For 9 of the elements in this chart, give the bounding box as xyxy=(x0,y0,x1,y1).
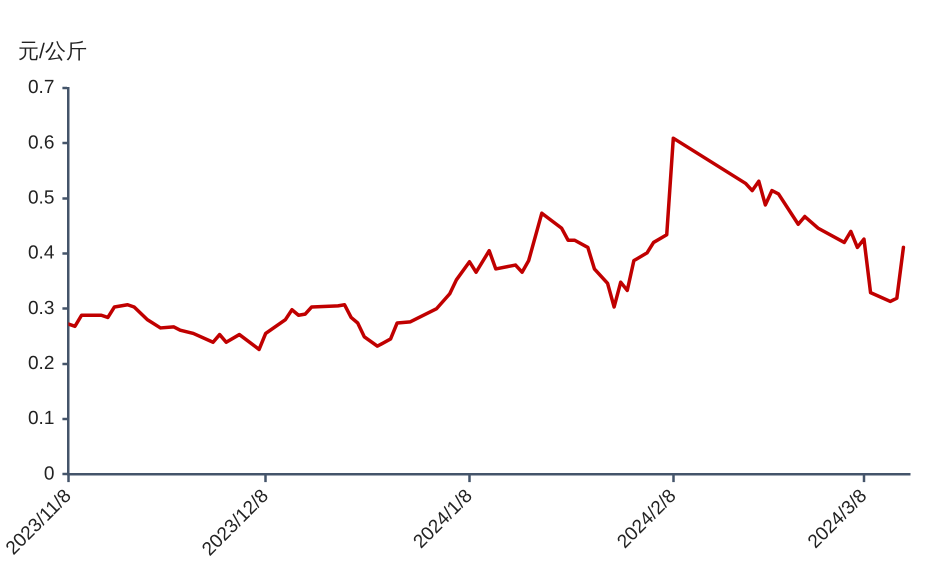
y-tick-label: 0.2 xyxy=(28,353,54,374)
y-tick-label: 0.4 xyxy=(28,242,55,264)
y-tick-label: 0.1 xyxy=(28,408,54,430)
y-tick-label: 0.5 xyxy=(28,188,54,209)
y-tick-label: 0.3 xyxy=(28,298,54,319)
y-axis-title: 元/公斤 xyxy=(18,40,87,63)
y-tick-label: 0.6 xyxy=(28,132,54,154)
y-tick-label: 0.7 xyxy=(28,77,54,98)
y-tick-label: 0 xyxy=(44,463,54,484)
